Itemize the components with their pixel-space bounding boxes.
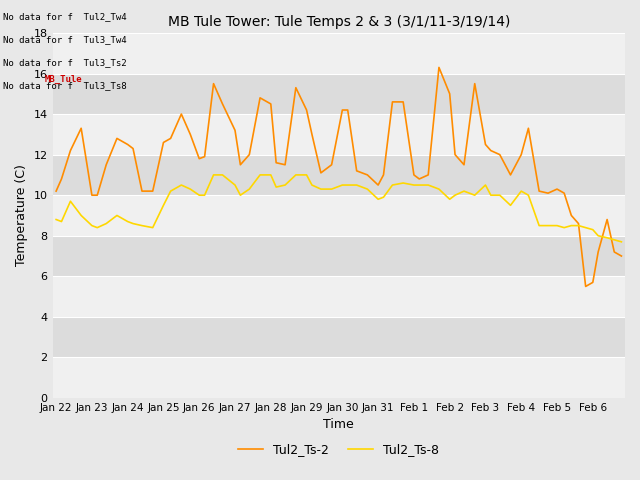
Tul2_Ts-2 — [303, 107, 310, 113]
Text: No data for f  Tul3_Tw4: No data for f Tul3_Tw4 — [3, 35, 127, 44]
Tul2_Ts-2 — [308, 132, 316, 137]
Text: No data for f  Tul2_Tw4: No data for f Tul2_Tw4 — [3, 12, 127, 21]
Legend: Tul2_Ts-2, Tul2_Ts-8: Tul2_Ts-2, Tul2_Ts-8 — [234, 438, 444, 461]
Tul2_Ts-2 — [618, 253, 625, 259]
Y-axis label: Temperature (C): Temperature (C) — [15, 165, 28, 266]
Tul2_Ts-2 — [195, 156, 203, 162]
Tul2_Ts-2 — [517, 152, 525, 157]
Tul2_Ts-8 — [237, 192, 244, 198]
Bar — [52, 33, 625, 73]
Line: Tul2_Ts-8: Tul2_Ts-8 — [56, 175, 621, 242]
Text: No data for f  Tul3_Ts2: No data for f Tul3_Ts2 — [3, 58, 127, 67]
Bar — [52, 195, 625, 236]
Title: MB Tule Tower: Tule Temps 2 & 3 (3/1/11-3/19/14): MB Tule Tower: Tule Temps 2 & 3 (3/1/11-… — [168, 15, 510, 29]
Text: MB_Tule: MB_Tule — [44, 75, 82, 84]
Tul2_Ts-2 — [435, 64, 443, 70]
Tul2_Ts-8 — [517, 188, 525, 194]
Tul2_Ts-8 — [210, 172, 218, 178]
Tul2_Ts-8 — [589, 227, 596, 232]
Tul2_Ts-8 — [52, 216, 60, 222]
Tul2_Ts-8 — [93, 225, 101, 230]
X-axis label: Time: Time — [323, 419, 354, 432]
Tul2_Ts-2 — [582, 284, 589, 289]
Tul2_Ts-2 — [93, 192, 101, 198]
Tul2_Ts-2 — [231, 127, 239, 133]
Text: No data for f  Tul3_Ts8: No data for f Tul3_Ts8 — [3, 81, 127, 90]
Tul2_Ts-8 — [618, 239, 625, 245]
Tul2_Ts-8 — [308, 182, 316, 188]
Tul2_Ts-2 — [52, 188, 60, 194]
Bar — [52, 276, 625, 317]
Tul2_Ts-8 — [195, 192, 203, 198]
Bar — [52, 114, 625, 155]
Bar — [52, 358, 625, 398]
Line: Tul2_Ts-2: Tul2_Ts-2 — [56, 67, 621, 287]
